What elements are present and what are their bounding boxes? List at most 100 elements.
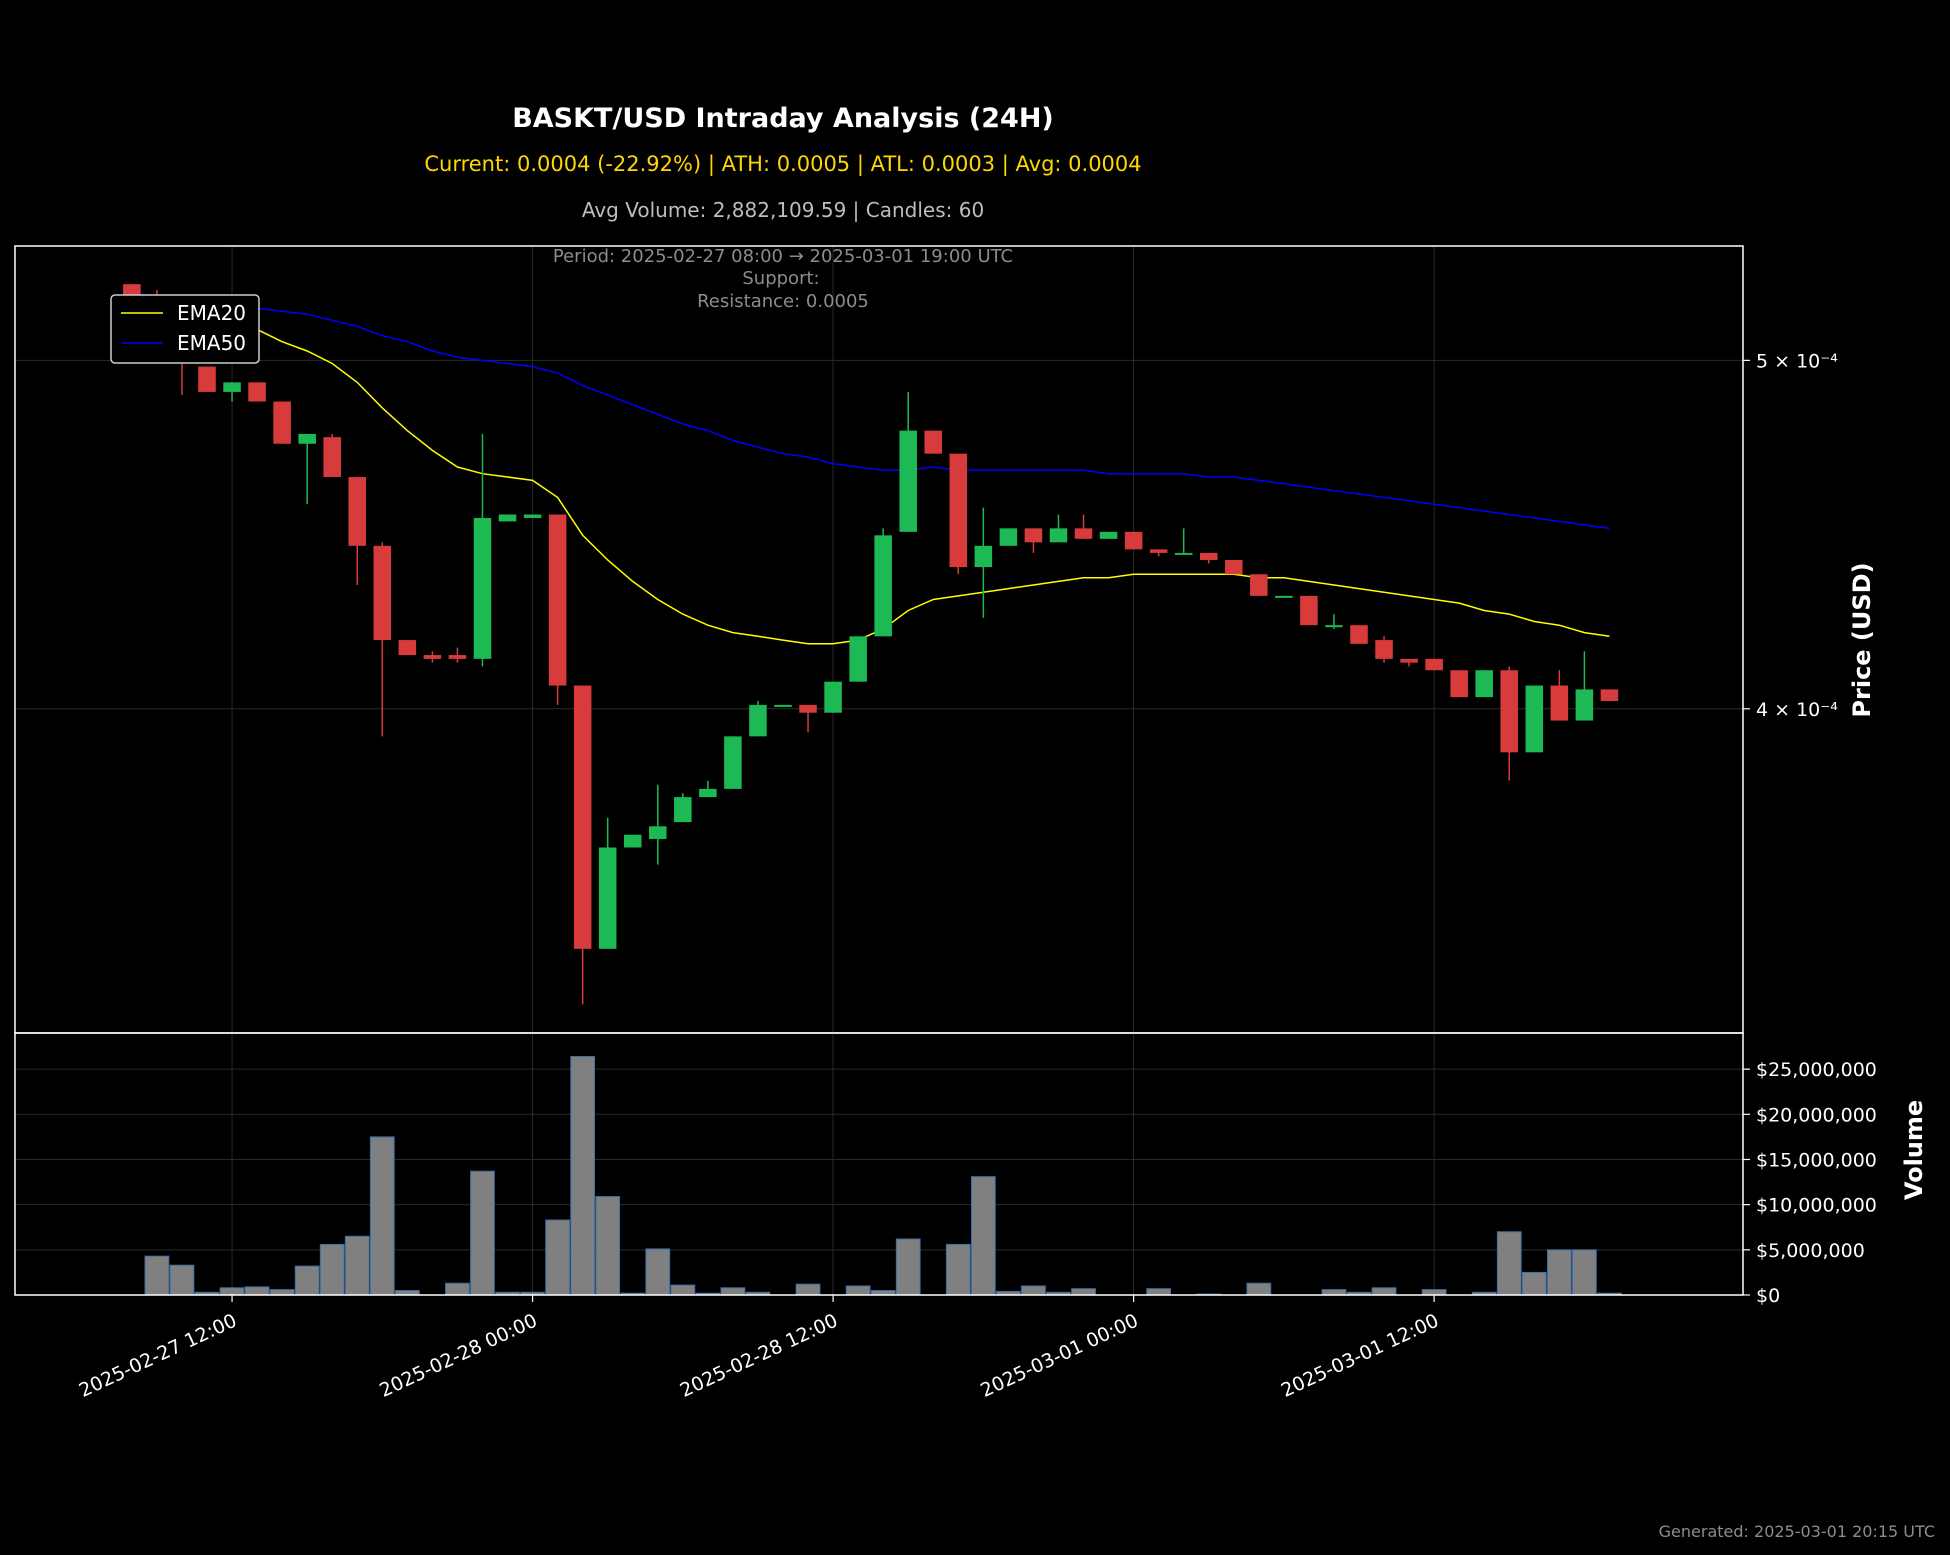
volume-bar (895, 1238, 921, 1296)
x-axis: 2025-02-27 12:00 2025-02-28 00:00 2025-02-… (76, 1295, 1442, 1402)
volume-bar (595, 1196, 621, 1296)
volume-panel-frame (14, 1032, 1744, 1296)
candle-body (749, 704, 767, 737)
volume-bar (269, 1289, 295, 1296)
candle-body (1450, 670, 1468, 698)
legend-box (110, 294, 260, 364)
volume-tick-label: $20,000,000 (1756, 1104, 1877, 1126)
candle-body (1500, 670, 1519, 753)
volume-bar (244, 1286, 270, 1296)
candle-body (1575, 689, 1594, 721)
x-tick-label: 2025-03-01 12:00 (1278, 1310, 1442, 1402)
candle-body (198, 366, 216, 392)
volume-panel: $0 $5,000,000 $10,000,000 $15,000,000 $20,00… (14, 1032, 1928, 1307)
candle-body (1199, 552, 1218, 560)
candle-body (598, 847, 617, 949)
price-tick-label: 4 × 10⁻⁴ (1756, 699, 1838, 721)
candle-body (1550, 685, 1569, 721)
candle-body (1250, 574, 1268, 596)
candle-body (1225, 559, 1243, 575)
volume-bar (645, 1248, 671, 1296)
volume-bar (1246, 1282, 1272, 1296)
resistance-annotation: Resistance: 0.0005 (697, 291, 869, 312)
volume-bar (1021, 1285, 1046, 1296)
legend-ema20-label: EMA20 (177, 301, 246, 325)
candle-body (949, 453, 968, 568)
candle-body (924, 430, 943, 454)
volume-bar (1146, 1288, 1172, 1296)
candle-body (649, 826, 667, 839)
candle-body (523, 514, 542, 518)
candle-body (323, 437, 341, 478)
candle-body (1174, 552, 1193, 555)
candle-body (448, 655, 467, 659)
candle-body (874, 535, 892, 637)
volume-bar (1071, 1288, 1096, 1296)
candle-body (774, 704, 792, 707)
candle-body (1099, 531, 1118, 539)
candle-body (298, 433, 316, 444)
volume-bars (144, 1055, 1622, 1296)
volume-bar (445, 1282, 470, 1296)
volume-y-axis: $0 $5,000,000 $10,000,000 $15,000,000 $20,00… (1743, 1059, 1877, 1307)
candle-body (1400, 658, 1418, 663)
candle-body (348, 477, 367, 546)
volume-bar (1371, 1287, 1397, 1296)
candle-body (1149, 549, 1168, 553)
volume-bar (570, 1055, 596, 1296)
candle-body (674, 797, 692, 823)
candle-body (1124, 531, 1143, 550)
ema50-line (131, 292, 1610, 530)
legend-ema50-label: EMA50 (177, 331, 246, 355)
price-y-axis: 5 × 10⁻⁴ 4 × 10⁻⁴ (1743, 350, 1838, 721)
volume-bar (845, 1285, 871, 1296)
candle-body (473, 517, 492, 659)
volume-tick-label: $0 (1756, 1285, 1780, 1307)
candle-body (849, 636, 867, 682)
volume-bar (720, 1287, 746, 1296)
volume-grid (15, 1033, 1743, 1295)
candle-body (1375, 640, 1393, 659)
candle-body (1475, 670, 1493, 698)
ema20-line (131, 295, 1610, 645)
volume-bar (1521, 1271, 1547, 1296)
ema-lines (131, 292, 1610, 645)
volume-bar (1571, 1249, 1597, 1296)
candle-body (974, 545, 993, 568)
candle-body (623, 834, 642, 848)
candle-body (223, 382, 241, 392)
volume-subtitle: Avg Volume: 2,882,109.59 | Candles: 60 (582, 198, 984, 222)
volume-bar (219, 1287, 245, 1296)
volume-bar (470, 1170, 495, 1296)
candle-body (1074, 528, 1093, 539)
candle-body (1600, 689, 1619, 702)
volume-bar (670, 1284, 696, 1296)
volume-bar (1321, 1289, 1347, 1296)
volume-axis-label: Volume (1900, 1100, 1928, 1200)
volume-tick-label: $5,000,000 (1756, 1240, 1865, 1262)
volume-tick-label: $10,000,000 (1756, 1195, 1877, 1217)
volume-bar (1546, 1249, 1572, 1296)
candle-body (123, 284, 141, 297)
candle-body (373, 545, 392, 641)
volume-tick-label: $25,000,000 (1756, 1059, 1877, 1081)
candle-body (498, 514, 517, 522)
period-annotation: Period: 2025-02-27 08:00 → 2025-03-01 19… (553, 246, 1013, 267)
price-grid (15, 246, 1743, 1033)
price-panel: 5 × 10⁻⁴ 4 × 10⁻⁴ Price (USD) Period: 202… (14, 245, 1876, 1034)
candle-body (1049, 528, 1068, 543)
generated-timestamp: Generated: 2025-03-01 20:15 UTC (1659, 1522, 1935, 1541)
candle-body (799, 704, 817, 713)
candle-body (573, 685, 592, 949)
candles (123, 284, 1619, 1005)
candle-body (1275, 595, 1293, 598)
chart-title: BASKT/USD Intraday Analysis (24H) (512, 103, 1054, 134)
volume-bar (169, 1264, 195, 1296)
candle-body (724, 736, 742, 789)
volume-tick-label: $15,000,000 (1756, 1149, 1877, 1171)
volume-bar (1421, 1289, 1447, 1296)
x-tick-label: 2025-02-28 12:00 (677, 1310, 841, 1402)
volume-bar (319, 1243, 345, 1296)
support-annotation: Support: (742, 268, 819, 289)
